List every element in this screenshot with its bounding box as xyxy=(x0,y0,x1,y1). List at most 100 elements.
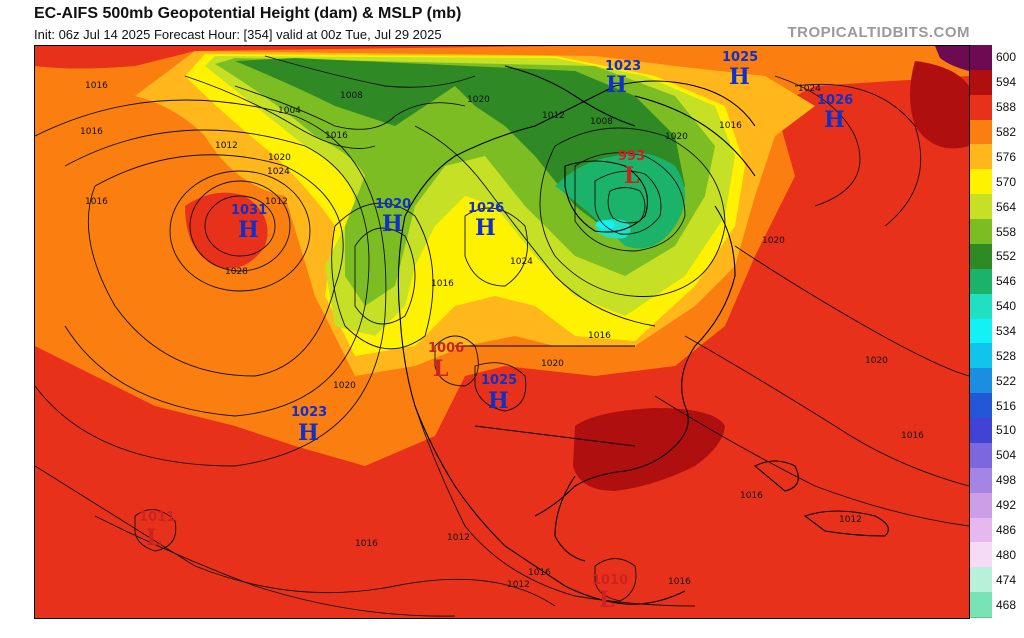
map-title: EC-AIFS 500mb Geopotential Height (dam) … xyxy=(34,5,462,22)
pressure-value: 1006 xyxy=(428,341,464,356)
isobar-label: 1012 xyxy=(215,141,238,151)
isobar-label: 1016 xyxy=(325,131,348,141)
legend-label: 540 xyxy=(996,299,1017,314)
legend-label: 588 xyxy=(996,100,1017,115)
low-marker: L xyxy=(146,525,161,551)
legend-item: 588 xyxy=(970,94,1024,121)
high-marker: H xyxy=(729,64,750,90)
isobar-label: 1012 xyxy=(507,580,530,590)
pressure-value: 1031 xyxy=(231,203,267,218)
legend-item: 534 xyxy=(970,318,1024,345)
legend-swatch xyxy=(970,94,992,121)
high-marker: H xyxy=(824,107,845,133)
pressure-value: 1025 xyxy=(722,50,758,65)
legend-label: 594 xyxy=(996,75,1017,90)
legend-label: 528 xyxy=(996,348,1017,363)
isobar-labels: 1016 1016 1016 1012 1012 1004 1008 1016 … xyxy=(80,81,924,590)
legend-swatch xyxy=(970,243,992,270)
isobar-label: 1016 xyxy=(901,431,924,441)
legend-item: 558 xyxy=(970,219,1024,245)
isobar-label: 1024 xyxy=(267,167,290,177)
legend-label: 474 xyxy=(996,572,1017,587)
legend-label: 522 xyxy=(996,373,1017,388)
legend-swatch xyxy=(970,592,992,618)
legend-label: 510 xyxy=(996,423,1017,438)
high-marker: H xyxy=(488,388,509,414)
legend-swatch xyxy=(970,318,992,345)
legend-label: 468 xyxy=(996,597,1017,612)
map-svg: 1016 1016 1016 1012 1012 1004 1008 1016 … xyxy=(35,46,969,618)
height-fill xyxy=(35,46,969,618)
legend-swatch xyxy=(970,144,992,171)
legend-item: 522 xyxy=(970,368,1024,395)
legend-label: 516 xyxy=(996,398,1017,413)
legend-label: 552 xyxy=(996,249,1017,264)
legend-item: 600 xyxy=(970,45,1024,71)
legend-item: 594 xyxy=(970,69,1024,96)
isobar-label: 1016 xyxy=(668,577,691,587)
legend-item: 552 xyxy=(970,243,1024,270)
legend-label: 600 xyxy=(996,50,1017,65)
isobar-label: 1020 xyxy=(762,236,785,246)
low-marker: L xyxy=(433,356,448,382)
isobar-label: 1016 xyxy=(719,121,742,131)
isobar-label: 1016 xyxy=(355,539,378,549)
legend-label: 492 xyxy=(996,498,1017,513)
high-marker: H xyxy=(298,420,319,446)
coastlines xyxy=(397,65,889,605)
legend-label: 504 xyxy=(996,448,1017,463)
isobar-label: 1020 xyxy=(333,381,356,391)
legend-item: 498 xyxy=(970,467,1024,494)
legend-swatch xyxy=(970,219,992,245)
isobar-label: 1016 xyxy=(431,279,454,289)
legend-item: 540 xyxy=(970,293,1024,320)
legend-swatch xyxy=(970,517,992,544)
pressure-value: 1023 xyxy=(605,59,641,74)
isobar-label: 1012 xyxy=(447,533,470,543)
legend-item: 486 xyxy=(970,517,1024,544)
isobar-label: 1016 xyxy=(588,331,611,341)
legend-item: 528 xyxy=(970,343,1024,370)
legend-swatch xyxy=(970,492,992,519)
legend-label: 486 xyxy=(996,522,1017,537)
legend-item: 504 xyxy=(970,442,1024,469)
isobar-label: 1004 xyxy=(278,106,301,116)
legend-item: 474 xyxy=(970,567,1024,594)
isobar-label: 1012 xyxy=(542,111,565,121)
low-marker: L xyxy=(624,163,639,189)
legend-item: 546 xyxy=(970,268,1024,295)
legend-swatch xyxy=(970,418,992,444)
legend-label: 546 xyxy=(996,274,1017,289)
high-marker: H xyxy=(606,72,627,98)
isobar-label: 1020 xyxy=(268,153,291,163)
isobar-label: 1024 xyxy=(798,84,821,94)
high-marker: H xyxy=(382,211,403,237)
legend-swatch xyxy=(970,442,992,469)
legend-swatch xyxy=(970,393,992,420)
legend-swatch xyxy=(970,542,992,569)
legend-label: 576 xyxy=(996,149,1017,164)
legend-item: 570 xyxy=(970,169,1024,196)
legend-swatch xyxy=(970,293,992,320)
legend-label: 564 xyxy=(996,199,1017,214)
high-marker: H xyxy=(475,215,496,241)
pressure-value: 1023 xyxy=(291,405,327,420)
isobar-label: 1024 xyxy=(510,257,533,267)
legend-swatch xyxy=(970,169,992,196)
pressure-value: 993 xyxy=(618,149,645,164)
legend-label: 570 xyxy=(996,174,1017,189)
isobar-label: 1008 xyxy=(340,91,363,101)
isobar-label: 1016 xyxy=(740,491,763,501)
legend-item: 564 xyxy=(970,194,1024,221)
legend-item: 510 xyxy=(970,418,1024,444)
isobar-label: 1020 xyxy=(665,132,688,142)
isobar-label: 1016 xyxy=(85,197,108,207)
low-marker: L xyxy=(599,587,614,613)
brand-watermark: TROPICALTIDBITS.COM xyxy=(787,24,970,41)
legend-swatch xyxy=(970,368,992,395)
legend-swatch xyxy=(970,119,992,146)
legend-swatch xyxy=(970,343,992,370)
legend-item: 468 xyxy=(970,592,1024,618)
pressure-value: 1026 xyxy=(468,201,504,216)
isobar-label: 1028 xyxy=(225,267,248,277)
